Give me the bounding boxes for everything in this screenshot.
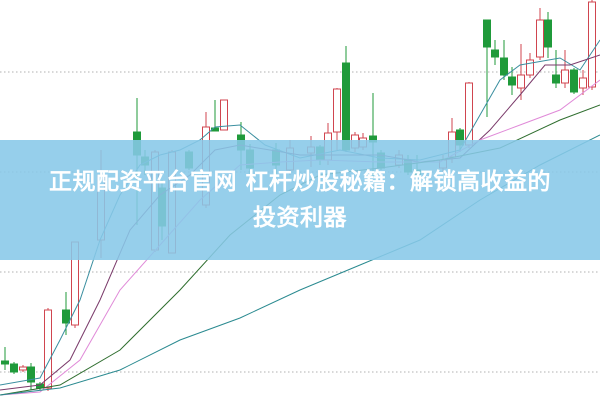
candle-down xyxy=(1,360,9,365)
candle-up xyxy=(579,77,587,89)
candle-up xyxy=(526,59,534,76)
candle-down xyxy=(342,62,350,151)
candle-up xyxy=(333,88,341,133)
candle-down xyxy=(544,19,552,48)
candle-down xyxy=(491,49,499,58)
candle-up xyxy=(536,19,544,58)
title-banner: 正规配资平台官网 杠杆炒股秘籍：解锁高收益的 投资利器 xyxy=(0,140,600,260)
candle-down xyxy=(570,69,578,93)
candle-down xyxy=(483,19,491,48)
candle-down xyxy=(62,309,70,324)
candle-up xyxy=(220,99,228,131)
candle-down xyxy=(10,363,18,373)
candle-up xyxy=(517,74,525,89)
candle-up xyxy=(44,309,52,389)
candle-down xyxy=(500,57,508,76)
title-line-1: 正规配资平台官网 杠杆炒股秘籍：解锁高收益的 xyxy=(48,169,551,195)
candle-up xyxy=(465,82,473,146)
candle-up xyxy=(561,69,569,84)
candle-up xyxy=(588,1,596,88)
candle-down xyxy=(27,366,35,383)
candle-down xyxy=(552,74,560,84)
candle-up xyxy=(19,366,27,371)
candle-down xyxy=(508,76,516,86)
title-line-2: 投资利器 xyxy=(253,205,347,231)
